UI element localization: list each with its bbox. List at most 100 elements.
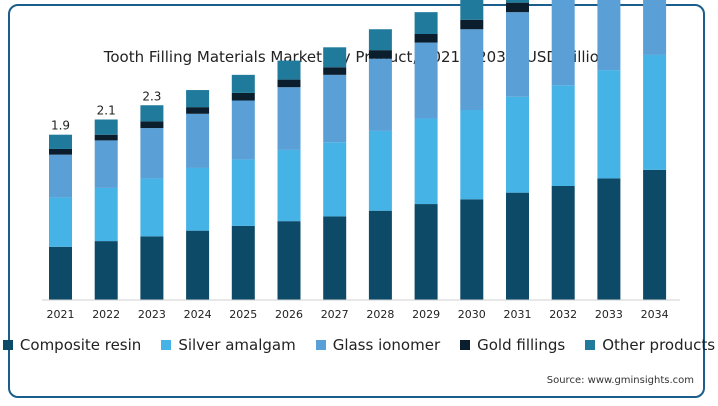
bar-group — [49, 0, 667, 300]
bar-segment-2024-glass-ionomer — [186, 113, 210, 168]
bar-segment-2029-silver-amalgam — [414, 118, 438, 205]
bar-segment-2022-glass-ionomer — [94, 140, 118, 188]
bar-segment-2027-other-products — [323, 47, 347, 68]
bar-segment-2022-composite-resin — [94, 241, 118, 300]
legend-item-gold-fillings: Gold fillings — [460, 336, 565, 354]
x-tick-label-2024: 2024 — [184, 308, 212, 321]
x-tick-labels: 2021 2022 2023 2024 2025 2026 2027 2028 2029 2030… — [47, 308, 669, 321]
bar-segment-2023-glass-ionomer — [140, 128, 164, 179]
bar-segment-2033-glass-ionomer — [597, 0, 621, 71]
bar-segment-2025-composite-resin — [231, 225, 255, 300]
bar-segment-2024-other-products — [186, 90, 210, 108]
legend-swatch-composite-resin — [2, 340, 13, 350]
x-tick-label-2022: 2022 — [92, 308, 120, 321]
x-tick-label-2021: 2021 — [47, 308, 75, 321]
legend-label-silver-amalgam: Silver amalgam — [178, 336, 296, 354]
legend-swatch-silver-amalgam — [161, 340, 172, 350]
bar-segment-2027-composite-resin — [323, 216, 347, 300]
bar-segment-2021-silver-amalgam — [49, 197, 72, 247]
bar-segment-2023-other-products — [140, 105, 164, 122]
bar-segment-2029-other-products — [414, 12, 438, 34]
bar-segment-2031-composite-resin — [506, 192, 529, 300]
bar-segment-2023-silver-amalgam — [140, 178, 164, 237]
bar-segment-2027-silver-amalgam — [323, 142, 347, 217]
bar-segment-2030-glass-ionomer — [460, 29, 484, 110]
x-tick-label-2030: 2030 — [458, 308, 486, 321]
bar-segment-2023-composite-resin — [140, 236, 164, 300]
bar-segment-2028-other-products — [368, 29, 392, 51]
legend-swatch-gold-fillings — [460, 340, 471, 350]
x-tick-label-2023: 2023 — [138, 308, 166, 321]
legend-label-glass-ionomer: Glass ionomer — [332, 336, 441, 354]
x-tick-label-2031: 2031 — [504, 308, 532, 321]
x-tick-label-2032: 2032 — [549, 308, 577, 321]
bar-segment-2026-silver-amalgam — [277, 149, 301, 222]
legend-label-gold-fillings: Gold fillings — [477, 336, 566, 354]
data-label-2023: 2.3 — [142, 89, 161, 103]
bar-segment-2031-silver-amalgam — [506, 96, 529, 193]
chart-title: Tooth Filling Materials Market, By Produ… — [103, 48, 615, 66]
bar-segment-2026-gold-fillings — [277, 79, 301, 88]
x-tick-label-2025: 2025 — [229, 308, 257, 321]
bar-segment-2027-gold-fillings — [323, 67, 347, 75]
bar-segment-2026-glass-ionomer — [277, 87, 301, 150]
x-tick-label-2026: 2026 — [275, 308, 303, 321]
bar-segment-2030-silver-amalgam — [460, 110, 484, 200]
bar-segment-2030-other-products — [460, 0, 484, 20]
bar-segment-2026-composite-resin — [277, 221, 301, 300]
bar-segment-2024-composite-resin — [186, 230, 210, 300]
data-label-2021: 1.9 — [51, 119, 70, 133]
bar-segment-2033-silver-amalgam — [597, 70, 621, 179]
bar-segment-2021-gold-fillings — [49, 148, 72, 155]
bar-segment-2021-other-products — [49, 134, 72, 149]
bar-segment-2022-silver-amalgam — [94, 187, 118, 242]
bar-segment-2034-silver-amalgam — [643, 54, 667, 170]
bar-segment-2025-silver-amalgam — [231, 159, 255, 226]
bar-segment-2030-composite-resin — [460, 199, 484, 300]
legend-item-other-products: Other products — [585, 336, 715, 354]
bar-segment-2024-gold-fillings — [186, 107, 210, 114]
bar-segment-2031-gold-fillings — [506, 2, 529, 13]
bar-segment-2032-glass-ionomer — [551, 0, 575, 86]
bar-segment-2021-glass-ionomer — [49, 154, 72, 198]
bar-segment-2032-silver-amalgam — [551, 85, 575, 186]
data-labels: 1.9 2.1 2.3 — [51, 89, 161, 132]
bar-segment-2028-glass-ionomer — [368, 58, 392, 131]
bar-segment-2029-glass-ionomer — [414, 42, 438, 119]
bar-segment-2029-gold-fillings — [414, 34, 438, 43]
bar-segment-2028-gold-fillings — [368, 50, 392, 59]
legend-swatch-glass-ionomer — [315, 340, 326, 350]
bar-segment-2032-composite-resin — [551, 186, 575, 300]
x-tick-label-2034: 2034 — [641, 308, 669, 321]
x-tick-label-2029: 2029 — [412, 308, 440, 321]
data-label-2022: 2.1 — [97, 104, 116, 118]
bar-segment-2022-gold-fillings — [94, 134, 118, 141]
legend-swatch-other-products — [585, 340, 596, 350]
bar-segment-2023-gold-fillings — [140, 121, 164, 129]
chart-frame — [8, 4, 705, 398]
legend-item-silver-amalgam: Silver amalgam — [161, 336, 296, 354]
bar-segment-2034-composite-resin — [643, 169, 667, 300]
bar-segment-2024-silver-amalgam — [186, 167, 210, 231]
x-tick-label-2033: 2033 — [595, 308, 623, 321]
bar-segment-2030-gold-fillings — [460, 19, 484, 30]
source-note: Source: www.gminsights.com — [546, 375, 694, 386]
bar-segment-2025-other-products — [231, 74, 255, 93]
bar-segment-2034-glass-ionomer — [643, 0, 667, 55]
bar-segment-2025-gold-fillings — [231, 92, 255, 101]
bar-segment-2029-composite-resin — [414, 204, 438, 300]
legend-item-composite-resin: Composite resin — [2, 336, 141, 354]
legend-label-other-products: Other products — [602, 336, 716, 354]
bar-segment-2033-composite-resin — [597, 178, 621, 300]
bar-segment-2027-glass-ionomer — [323, 74, 347, 143]
bar-segment-2021-composite-resin — [49, 246, 72, 300]
bar-segment-2022-other-products — [94, 119, 118, 135]
bar-segment-2028-composite-resin — [368, 210, 392, 300]
bar-segment-2025-glass-ionomer — [231, 100, 255, 160]
legend: Composite resin Silver amalgam Glass ionom… — [0, 336, 718, 354]
x-tick-label-2027: 2027 — [321, 308, 349, 321]
bar-segment-2031-glass-ionomer — [506, 12, 529, 97]
x-tick-label-2028: 2028 — [366, 308, 394, 321]
legend-item-glass-ionomer: Glass ionomer — [315, 336, 441, 354]
